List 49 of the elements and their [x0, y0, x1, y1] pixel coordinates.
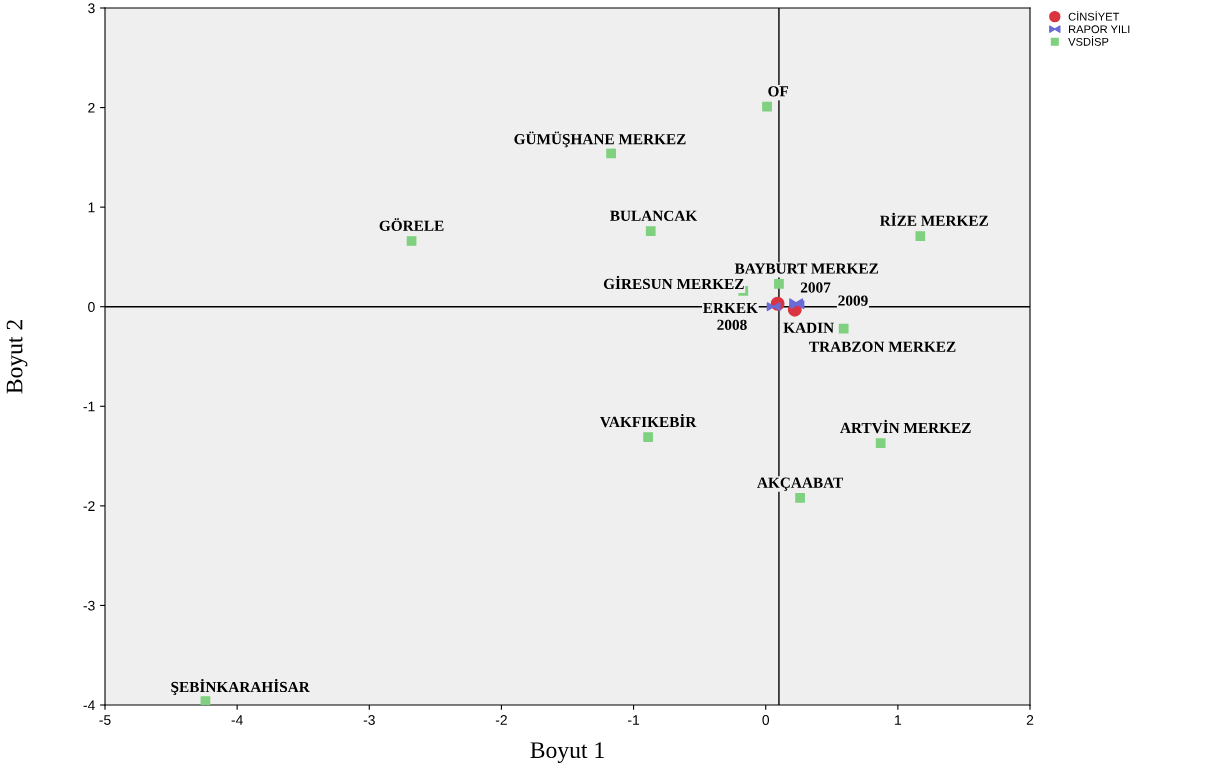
point	[915, 231, 926, 241]
annotation: OF	[768, 86, 789, 97]
annotation: ARTVİN MERKEZ	[840, 419, 971, 434]
x-tick-label: 2	[1026, 715, 1034, 725]
y-tick-label: 3	[88, 3, 95, 14]
point	[645, 226, 656, 236]
point	[606, 148, 616, 159]
annotation: VAKFIKEBİR	[600, 413, 697, 428]
point	[643, 432, 653, 443]
point	[200, 696, 211, 705]
annotation: 2009	[838, 295, 868, 306]
point	[762, 101, 772, 112]
annotation: ERKEK	[703, 302, 758, 313]
annotation: ŞEBİNKARAHİSAR	[171, 678, 310, 696]
annotation: BAYBURT MERKEZ	[734, 263, 879, 274]
point	[838, 323, 849, 334]
x-axis-title: Boyut 1	[530, 742, 604, 763]
x-tick-label: 1	[895, 715, 902, 725]
legend-label: RAPOR YILI	[1069, 25, 1130, 34]
annotation: TRABZON MERKEZ	[809, 341, 956, 352]
annotation: BULANCAK	[610, 210, 698, 221]
legend-label: CİNSİYET	[1068, 10, 1120, 21]
annotation: 2007	[800, 282, 831, 293]
x-tick-label: -4	[231, 715, 243, 725]
x-tick-label: -5	[99, 715, 111, 725]
y-tick-label: -3	[83, 600, 95, 611]
annotation: 2008	[717, 319, 747, 330]
y-tick-label: -1	[83, 401, 95, 412]
y-tick-label: -4	[83, 700, 95, 711]
x-tick-label: -3	[363, 715, 375, 725]
point	[774, 278, 784, 289]
annotation: GÖRELE	[379, 218, 444, 231]
y-tick-label: -2	[83, 501, 95, 511]
annotation: KADIN	[783, 322, 834, 333]
annotation: GİRESUN MERKEZ	[603, 275, 744, 290]
y-tick-label: 1	[88, 202, 95, 213]
y-tick-label: 0	[88, 302, 95, 312]
point	[795, 493, 805, 503]
x-tick-label: -2	[495, 715, 507, 725]
x-tick-label: 0	[762, 715, 770, 725]
annotation: GÜMÜŞHANE MERKEZ	[514, 131, 686, 148]
legend-label: VSDİSP	[1068, 36, 1109, 46]
y-tick-label: 2	[88, 102, 95, 113]
y-axis-title: Boyut 2	[6, 320, 28, 394]
point	[875, 438, 886, 448]
point	[406, 236, 417, 246]
x-tick-label: -1	[628, 715, 640, 725]
annotation: RİZE MERKEZ	[879, 212, 988, 226]
annotation: AKÇAABAT	[757, 477, 843, 491]
